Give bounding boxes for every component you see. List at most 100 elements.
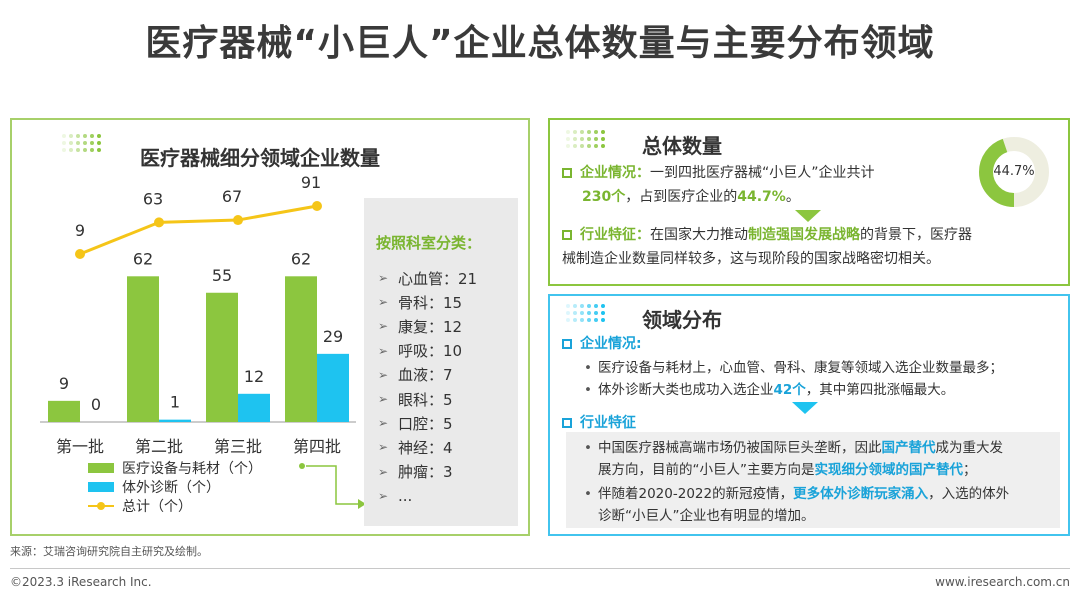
bullet-text: 中国医疗器械高端市场仍被国际巨头垄断，因此: [598, 440, 882, 456]
department-item: ➢...: [378, 484, 477, 508]
arrow-right-icon: ➢: [378, 319, 389, 334]
decorative-dot: [594, 137, 598, 141]
legend-label-ivd: 体外诊断（个）: [122, 479, 220, 496]
total-point: [75, 249, 85, 259]
total-point: [154, 217, 164, 228]
source-note: 来源：艾瑞咨询研究院自主研究及绘制。: [10, 545, 208, 558]
decorative-dot: [587, 304, 591, 308]
highlight-text: 更多体外诊断玩家涌入: [793, 486, 929, 502]
bullet-dot-icon: •: [584, 486, 592, 502]
bar-label-ivd: 12: [244, 367, 264, 386]
decorative-dot: [69, 148, 73, 152]
decorative-dot: [573, 144, 577, 148]
highlight-text: 国产替代: [881, 440, 936, 456]
legend-item-ivd: 体外诊断（个）: [88, 477, 262, 496]
domain-bullet-2: • 体外诊断大类也成功入选企业42个，其中第四批涨幅最大。: [584, 380, 955, 400]
department-item: ➢ 骨科：15: [378, 290, 477, 314]
bullet-dot-icon: •: [584, 360, 592, 376]
decorative-dot: [69, 141, 73, 145]
overall-industry-text-2: 械制造企业数量同样较多，这与现阶段的国家战略密切相关。: [562, 251, 940, 267]
square-bullet-icon: [562, 230, 572, 240]
decorative-dot: [62, 134, 66, 138]
chart-legend: 医疗设备与耗材（个） 体外诊断（个） 总计（个）: [88, 458, 262, 515]
bar-line-chart: 9 0 第一批 62 1 第二批 55 12 第三批 62 29 第四批 9 63 67 91: [40, 173, 356, 456]
arrow-right-icon: ➢: [378, 343, 389, 358]
square-bullet-icon: [562, 168, 572, 178]
bullet-text: 医疗设备与耗材上，心血管、骨科、康复等领域入选企业数量最多；: [598, 360, 1003, 376]
x-tick-label: 第一批: [56, 437, 104, 456]
department-label: 心血管：21: [398, 269, 478, 288]
pointer-triangle: [795, 210, 821, 222]
department-label: 康复：12: [398, 317, 463, 336]
arrow-right-icon: ➢: [378, 440, 389, 455]
department-label: 骨科：15: [398, 293, 463, 312]
industry-highlight: 制造强国发展战略: [748, 227, 860, 243]
total-label: 67: [222, 187, 242, 206]
arrow-right-icon: ➢: [378, 295, 389, 310]
decorative-dot: [587, 318, 591, 322]
decorative-dot: [573, 137, 577, 141]
bar-label-devices: 55: [212, 266, 232, 285]
bullet-text: ，其中第四批涨幅最大。: [805, 382, 955, 398]
copyright: ©2023.3 iResearch Inc.: [10, 575, 152, 589]
department-item: ➢ 心血管：21: [378, 266, 477, 290]
department-label: 肿瘤：3: [398, 463, 453, 482]
x-tick-label: 第二批: [135, 437, 183, 456]
decorative-dot: [594, 144, 598, 148]
decorative-dot: [594, 130, 598, 134]
bullet-text: 体外诊断大类也成功入选企业: [598, 382, 774, 398]
decorative-dot: [83, 134, 87, 138]
legend-swatch-line: [88, 501, 114, 511]
decorative-dot: [594, 311, 598, 315]
decorative-dot: [601, 304, 605, 308]
decorative-dot: [601, 318, 605, 322]
decorative-dot: [566, 130, 570, 134]
department-item: ➢ 眼科：5: [378, 387, 477, 411]
decorative-dot: [69, 134, 73, 138]
department-item: ➢ 血液：7: [378, 363, 477, 387]
domain-heading: 领域分布: [642, 308, 722, 332]
decorative-dot: [90, 141, 94, 145]
decorative-dot: [580, 311, 584, 315]
industry-label: 行业特征: [580, 415, 636, 431]
decorative-dot: [97, 148, 101, 152]
bar-label-devices: 9: [59, 374, 69, 393]
decorative-dot: [97, 134, 101, 138]
decorative-dot: [601, 137, 605, 141]
decorative-dots: [566, 130, 608, 151]
overall-enterprise-text-2: 230个，占到医疗企业的44.7%。: [582, 186, 800, 208]
domain-bullet-3-line2: 展方向，目前的“小巨人”主要方向是实现细分领域的国产替代；: [598, 460, 977, 480]
enterprise-text: ，占到医疗企业的: [625, 189, 738, 205]
bullet-text: 伴随着2020-2022的新冠疫情，: [598, 486, 794, 502]
pointer-triangle: [792, 402, 818, 414]
domain-bullet-1: • 医疗设备与耗材上，心血管、骨科、康复等领域入选企业数量最多；: [584, 358, 1003, 378]
department-title: 按照科室分类：: [376, 234, 482, 252]
decorative-dot: [76, 148, 80, 152]
decorative-dot: [573, 130, 577, 134]
decorative-dot: [601, 130, 605, 134]
bar-ivd: [159, 419, 191, 422]
decorative-dot: [573, 318, 577, 322]
department-label: 眼科：5: [398, 390, 453, 409]
decorative-dots: [62, 134, 104, 155]
legend-item-devices: 医疗设备与耗材（个）: [88, 458, 262, 477]
decorative-dot: [594, 318, 598, 322]
footer-divider: [10, 568, 1070, 569]
bar-label-devices: 62: [133, 249, 153, 268]
x-tick-label: 第四批: [293, 437, 341, 456]
bar-ivd: [238, 393, 270, 422]
department-item: ➢ 肿瘤：3: [378, 460, 477, 484]
website-link[interactable]: www.iresearch.com.cn: [935, 575, 1070, 589]
arrow-right-icon: ➢: [378, 464, 389, 479]
legend-item-total: 总计（个）: [88, 496, 262, 515]
legend-swatch-green: [88, 462, 114, 473]
arrow-right-icon: ➢: [378, 271, 389, 286]
decorative-dot: [76, 141, 80, 145]
industry-label: 行业特征：: [580, 227, 650, 243]
decorative-dot: [62, 141, 66, 145]
department-label: 神经：4: [398, 438, 453, 457]
decorative-dot: [580, 318, 584, 322]
decorative-dot: [587, 311, 591, 315]
bar-label-ivd: 29: [323, 327, 343, 346]
bullet-text: 成为重大发: [935, 440, 1004, 456]
